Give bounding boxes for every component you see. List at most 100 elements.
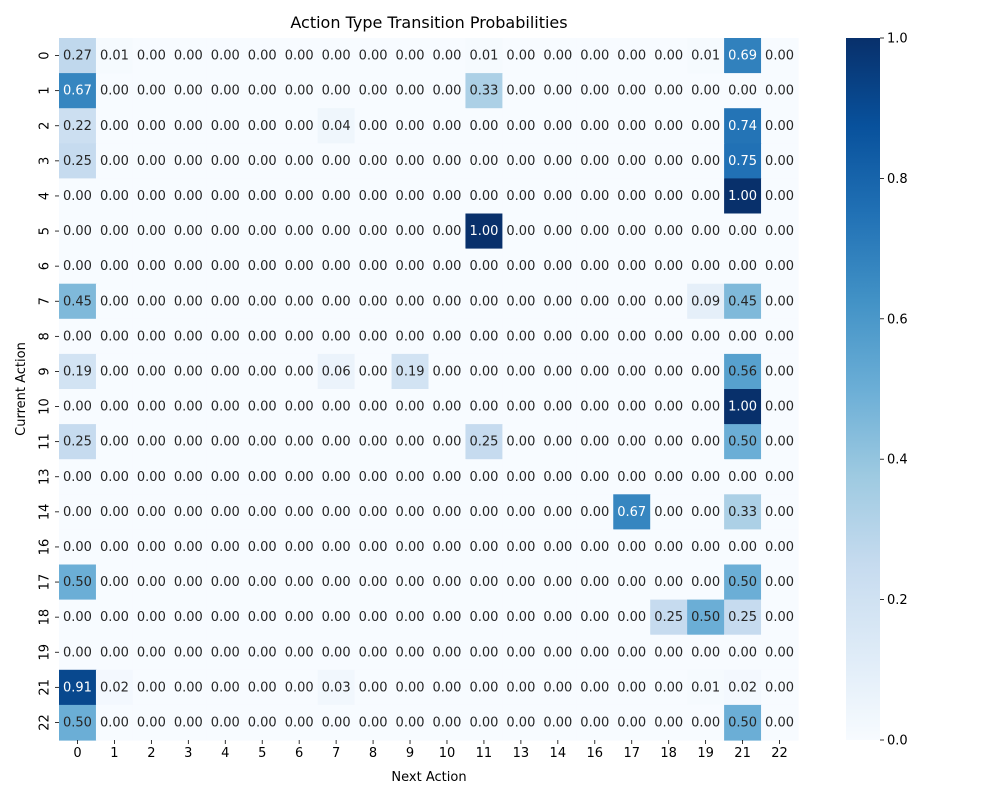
y-tick-label: 9 — [38, 367, 53, 375]
heatmap-cell — [465, 73, 503, 109]
heatmap-cell — [576, 529, 614, 566]
cell-value-label: 0.00 — [359, 49, 388, 64]
heatmap-cell — [243, 353, 282, 390]
cell-value-label: 0.00 — [617, 154, 646, 169]
cell-value-label: 1.00 — [469, 224, 498, 239]
heatmap-cell — [724, 704, 762, 741]
x-tick-label: 21 — [734, 746, 751, 761]
cell-value-label: 0.00 — [396, 49, 425, 64]
cell-value-label: 0.00 — [396, 119, 425, 134]
heatmap-cell — [650, 143, 688, 179]
cell-value-label: 0.00 — [654, 575, 683, 590]
heatmap-cell — [724, 38, 762, 74]
cell-value-label: 0.00 — [654, 189, 683, 204]
heatmap-cell — [169, 704, 208, 741]
heatmap-cell — [354, 73, 393, 109]
heatmap-cell — [169, 424, 208, 460]
cell-value-label: 0.00 — [654, 715, 683, 730]
cell-value-label: 0.00 — [248, 435, 277, 450]
cell-value-label: 0.00 — [285, 680, 314, 695]
cell-value-label: 0.00 — [285, 189, 314, 204]
heatmap-cell — [243, 564, 282, 601]
heatmap-cell — [502, 634, 540, 671]
heatmap-cell — [465, 669, 503, 706]
heatmap-cell — [761, 704, 799, 741]
heatmap-cell — [132, 213, 171, 250]
heatmap-cell — [502, 704, 540, 741]
heatmap-cell — [59, 108, 97, 144]
heatmap-cell — [613, 318, 651, 355]
cell-value-label: 0.00 — [322, 49, 351, 64]
heatmap-cell — [650, 424, 688, 460]
heatmap-cell — [317, 143, 356, 179]
heatmap-cell — [650, 599, 688, 636]
heatmap-cell — [724, 424, 762, 460]
heatmap-cell — [650, 353, 688, 390]
heatmap-cell — [317, 213, 356, 250]
x-tick-label: 2 — [147, 746, 155, 761]
heatmap-cell — [59, 529, 97, 566]
cell-value-label: 0.00 — [285, 540, 314, 555]
cell-value-label: 0.00 — [396, 154, 425, 169]
cell-value-label: 0.00 — [137, 540, 166, 555]
heatmap-cell — [132, 704, 171, 741]
heatmap-cell — [354, 459, 393, 495]
cell-value-label: 0.00 — [433, 294, 462, 309]
heatmap-cell — [465, 634, 503, 671]
heatmap-cell — [687, 564, 725, 601]
y-tick-label: 21 — [38, 679, 53, 696]
cell-value-label: 0.00 — [248, 610, 277, 625]
x-axis: 0 1 2 3 4 5 6 7 8 9 10 11 13 14 16 17 18 19 21 22 — [73, 740, 788, 761]
heatmap-cell — [243, 669, 282, 706]
heatmap-cell — [95, 529, 134, 566]
cell-value-label: 0.00 — [100, 715, 129, 730]
y-tick-label: 18 — [38, 609, 53, 626]
cell-value-label: 0.00 — [617, 84, 646, 99]
heatmap-cell — [761, 318, 799, 355]
heatmap-cell — [428, 283, 467, 320]
cell-value-label: 0.00 — [100, 540, 129, 555]
cell-value-label: 0.00 — [617, 49, 646, 64]
heatmap-cell — [95, 424, 134, 460]
heatmap-cell — [391, 178, 430, 215]
y-tick-label: 2 — [38, 122, 53, 130]
cell-value-label: 0.00 — [137, 49, 166, 64]
heatmap-cell — [502, 73, 540, 109]
cell-value-label: 0.00 — [359, 154, 388, 169]
cell-value-label: 0.00 — [580, 294, 609, 309]
heatmap-cell — [761, 564, 799, 601]
heatmap-cell — [206, 248, 245, 285]
cell-value-label: 0.00 — [765, 224, 794, 239]
heatmap-cell — [59, 318, 97, 355]
cell-value-label: 0.00 — [765, 189, 794, 204]
heatmap-cell — [391, 564, 430, 601]
heatmap-cell — [502, 459, 540, 495]
cell-value-label: 0.00 — [359, 645, 388, 660]
heatmap-cell — [280, 353, 319, 390]
cell-value-label: 0.00 — [285, 294, 314, 309]
cell-value-label: 0.00 — [285, 154, 314, 169]
cell-value-label: 0.00 — [433, 435, 462, 450]
cell-value-label: 0.00 — [322, 610, 351, 625]
cell-value-label: 0.00 — [359, 329, 388, 344]
cell-value-label: 0.00 — [654, 84, 683, 99]
cell-value-label: 0.00 — [691, 189, 720, 204]
heatmap-cell — [354, 248, 393, 285]
x-tick-label: 8 — [369, 746, 377, 761]
cell-value-label: 0.00 — [174, 189, 203, 204]
heatmap-cell — [317, 73, 356, 109]
cell-value-label: 0.00 — [691, 400, 720, 415]
heatmap-cell — [59, 599, 97, 636]
heatmap-cell — [95, 73, 134, 109]
heatmap-cell — [132, 529, 171, 566]
cell-value-label: 0.00 — [469, 189, 498, 204]
cell-value-label: 0.06 — [322, 364, 351, 379]
cell-value-label: 0.00 — [248, 329, 277, 344]
cell-value-label: 0.00 — [137, 154, 166, 169]
cell-value-label: 0.00 — [765, 470, 794, 485]
cell-value-label: 0.00 — [100, 435, 129, 450]
heatmap-cell — [539, 248, 577, 285]
heatmap-cell — [280, 108, 319, 144]
cell-value-label: 0.00 — [396, 715, 425, 730]
cell-value-label: 0.00 — [691, 645, 720, 660]
